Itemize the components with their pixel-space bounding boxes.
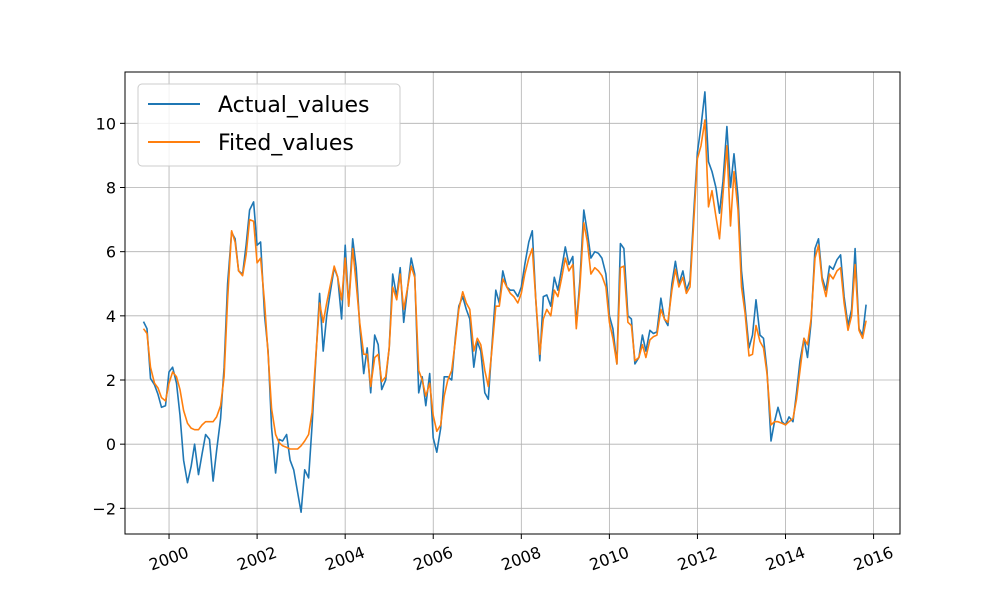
y-tick-label: 8 <box>106 179 116 198</box>
x-tick-label: 2010 <box>587 543 632 575</box>
grid-lines <box>125 72 900 534</box>
plot-frame <box>124 71 901 535</box>
y-tick-label: −2 <box>92 499 116 518</box>
legend-label-actual: Actual_values <box>218 93 369 118</box>
y-tick-label: 0 <box>106 435 116 454</box>
x-tick-label: 2002 <box>235 543 280 575</box>
x-tick-label: 2016 <box>851 543 896 575</box>
series-line-fited-values <box>142 119 867 450</box>
x-tick-label: 2008 <box>499 543 544 575</box>
legend: Actual_values Fited_values <box>137 83 401 167</box>
legend-label-fitted: Fited_values <box>218 131 354 156</box>
legend-box <box>137 83 401 167</box>
series-layer <box>142 91 867 513</box>
x-tick-label: 2012 <box>675 543 720 575</box>
x-axis: 2000 2002 2004 2006 2008 2010 2012 2014 2016 <box>146 534 896 575</box>
x-tick-label: 2000 <box>146 543 191 575</box>
y-axis: −2 0 2 4 6 8 10 <box>92 114 125 518</box>
y-tick-label: 4 <box>106 307 116 326</box>
x-tick-label: 2004 <box>323 543 368 575</box>
x-tick-label: 2006 <box>411 543 456 575</box>
y-tick-label: 10 <box>96 114 116 133</box>
x-tick-label: 2014 <box>763 543 808 575</box>
y-tick-label: 6 <box>106 243 116 262</box>
y-tick-label: 2 <box>106 371 116 390</box>
